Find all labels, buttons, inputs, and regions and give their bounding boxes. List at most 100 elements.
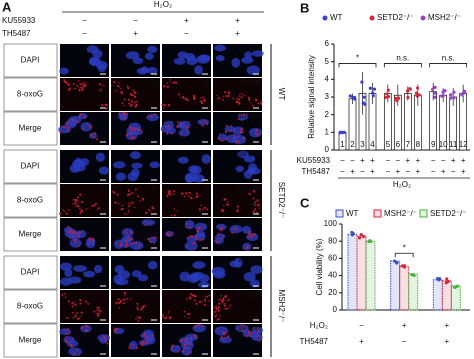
foci <box>73 239 77 243</box>
foci <box>190 341 193 343</box>
nucleus <box>231 57 241 68</box>
foci <box>222 298 225 301</box>
foci <box>219 228 223 232</box>
foci <box>131 192 134 195</box>
point-deco <box>433 95 437 99</box>
foci <box>206 124 209 126</box>
foci <box>104 103 107 106</box>
foci <box>238 135 240 138</box>
foci <box>74 200 78 203</box>
nucleus <box>184 220 195 230</box>
point-deco <box>351 232 355 236</box>
panel-number: 4 <box>255 79 260 88</box>
foci <box>227 307 230 310</box>
foci <box>78 115 80 117</box>
nucleus <box>130 151 141 160</box>
foci <box>170 214 173 217</box>
foci <box>235 142 238 144</box>
x-row-name: TH5487 <box>302 167 331 176</box>
panel-label: B <box>300 0 309 15</box>
annotation: n.s. <box>442 54 455 63</box>
point-deco <box>415 86 420 90</box>
foci <box>96 312 99 316</box>
foci <box>255 99 258 102</box>
nucleus <box>144 335 156 345</box>
foci <box>141 197 145 201</box>
foci <box>75 205 77 207</box>
nucleus <box>198 274 210 283</box>
foci <box>63 80 67 84</box>
foci <box>95 202 97 205</box>
foci <box>85 300 88 303</box>
foci <box>75 314 77 317</box>
foci <box>135 103 138 107</box>
nucleus <box>185 173 194 184</box>
foci <box>176 210 178 212</box>
bracket <box>383 63 422 68</box>
foci <box>76 350 78 352</box>
foci <box>126 85 129 88</box>
foci <box>254 208 257 211</box>
x-row-mark: + <box>415 156 420 165</box>
point-deco <box>341 130 345 135</box>
foci <box>89 126 92 129</box>
foci <box>76 84 79 87</box>
nucleus <box>83 270 96 278</box>
foci <box>78 317 81 320</box>
foci <box>127 98 130 101</box>
point-deco <box>433 85 437 89</box>
bar-number: 11 <box>449 140 458 149</box>
foci <box>97 306 101 309</box>
foci <box>115 241 118 244</box>
foci <box>186 341 189 344</box>
foci <box>190 223 192 225</box>
foci <box>117 298 120 301</box>
foci <box>202 301 204 303</box>
treatment-mark: − <box>184 29 189 38</box>
foci <box>128 238 131 241</box>
foci <box>79 193 82 196</box>
foci <box>167 234 170 236</box>
foci <box>136 307 139 309</box>
foci <box>143 334 146 337</box>
y-axis-label: Cell viability (%) <box>315 238 324 295</box>
foci <box>173 193 176 195</box>
foci <box>127 86 130 90</box>
foci <box>252 203 255 206</box>
foci <box>193 97 196 100</box>
foci <box>76 196 80 199</box>
foci <box>232 97 235 100</box>
foci <box>194 248 196 250</box>
legend-label: WT <box>330 13 343 22</box>
foci <box>230 125 233 128</box>
foci <box>240 96 243 99</box>
foci <box>66 121 69 124</box>
point-deco <box>357 236 362 240</box>
foci <box>82 86 85 88</box>
foci <box>226 203 229 206</box>
nucleus <box>141 219 156 226</box>
foci <box>80 311 83 314</box>
nucleus <box>80 158 90 166</box>
foci <box>183 345 186 347</box>
foci <box>79 302 82 305</box>
foci <box>238 97 240 100</box>
foci <box>93 132 97 135</box>
foci <box>233 228 236 231</box>
scale-text: 10 μm <box>238 111 261 120</box>
foci <box>128 102 131 105</box>
point-deco <box>410 273 414 277</box>
foci <box>243 324 247 328</box>
foci <box>167 190 170 193</box>
foci <box>78 354 81 356</box>
foci <box>176 125 179 128</box>
foci <box>183 343 186 346</box>
foci <box>258 339 261 342</box>
foci <box>166 132 169 135</box>
point-deco <box>441 94 445 98</box>
foci <box>98 310 102 313</box>
foci <box>129 298 132 301</box>
foci <box>218 240 220 242</box>
nucleus <box>115 278 129 286</box>
